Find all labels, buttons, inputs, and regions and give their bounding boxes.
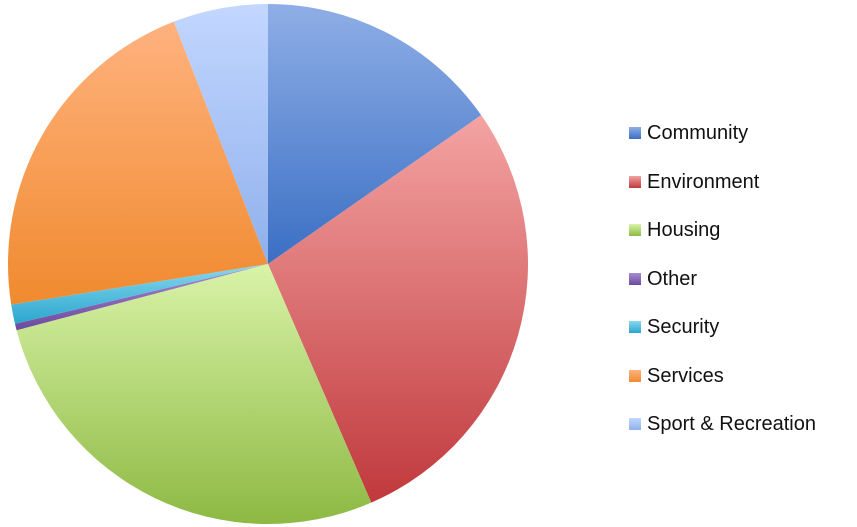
- legend-item-security: Security: [629, 303, 816, 352]
- pie-slice-environment: [268, 115, 529, 503]
- legend-swatch: [629, 127, 641, 140]
- pie-slice-community: [268, 4, 482, 264]
- legend: Community Environment Housing Other Security…: [629, 109, 816, 449]
- legend-swatch: [629, 272, 641, 285]
- legend-item-environment: Environment: [629, 158, 816, 207]
- pie-slice-sport-and-recreation: [173, 3, 268, 264]
- pie-slices: [7, 3, 529, 525]
- legend-item-sport-and-recreation: Sport & Recreation: [629, 400, 816, 449]
- legend-label: Housing: [647, 219, 721, 242]
- legend-label: Other: [647, 267, 698, 290]
- pie-slice-services: [7, 21, 268, 305]
- legend-label: Services: [647, 364, 724, 387]
- legend-label: Sport & Recreation: [647, 413, 816, 436]
- legend-label: Community: [647, 122, 749, 145]
- legend-swatch: [629, 224, 641, 237]
- pie-slice-housing: [16, 264, 372, 525]
- legend-label: Security: [647, 316, 720, 339]
- legend-item-other: Other: [629, 255, 816, 304]
- legend-swatch: [629, 418, 641, 431]
- legend-swatch: [629, 175, 641, 188]
- legend-swatch: [629, 369, 641, 382]
- pie-slice-security: [11, 264, 268, 324]
- pie-slice-other: [14, 264, 268, 331]
- legend-item-services: Services: [629, 352, 816, 401]
- legend-swatch: [629, 321, 641, 334]
- legend-item-housing: Housing: [629, 206, 816, 255]
- legend-label: Environment: [647, 170, 760, 193]
- legend-item-community: Community: [629, 109, 816, 158]
